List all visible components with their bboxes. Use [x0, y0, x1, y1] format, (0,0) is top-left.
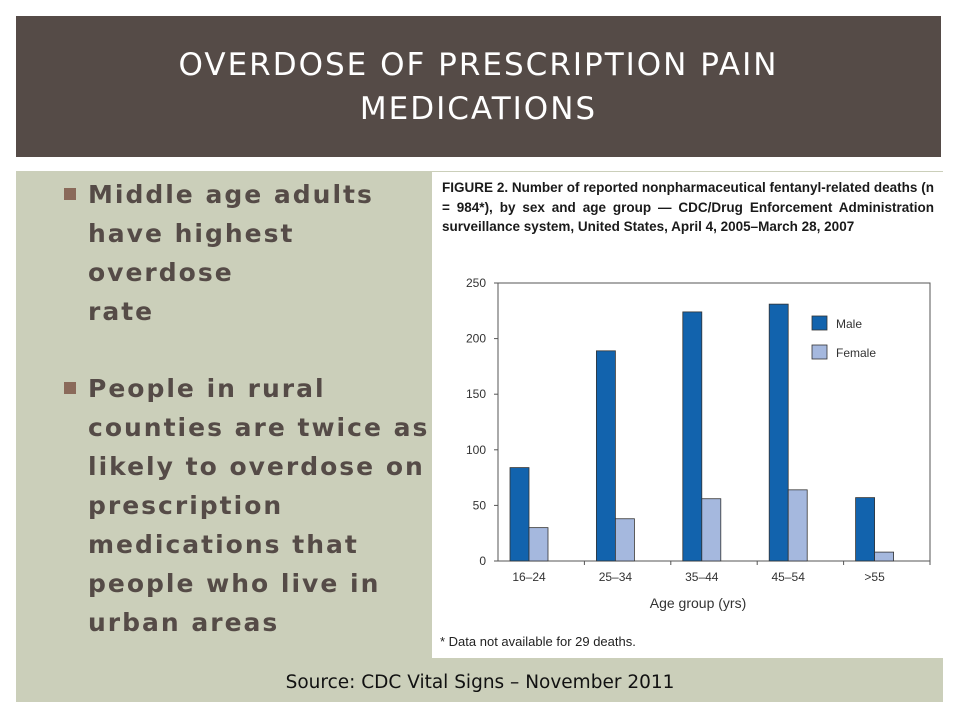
- bullet-item: Middle age adults have highest overdose …: [62, 175, 442, 331]
- bar-male: [855, 497, 876, 562]
- x-tick-label: >55: [864, 570, 885, 584]
- bullet-text: People in rural counties are twice as li…: [88, 374, 430, 637]
- bar-female: [874, 551, 895, 562]
- figure-footnote: * Data not available for 29 deaths.: [440, 634, 636, 649]
- title-bar: OVERDOSE OF PRESCRIPTION PAIN MEDICATION…: [16, 16, 941, 157]
- legend-swatch-female: [811, 344, 828, 360]
- x-tick-label: 35–44: [685, 570, 719, 584]
- slide-title: OVERDOSE OF PRESCRIPTION PAIN MEDICATION…: [178, 46, 779, 127]
- y-tick-label: 250: [466, 276, 486, 290]
- legend-label: Male: [836, 317, 862, 331]
- source-citation: Source: CDC Vital Signs – November 2011: [285, 672, 675, 693]
- bar-female: [787, 489, 808, 562]
- legend-swatch-male: [811, 315, 828, 331]
- bullet-text: Middle age adults have highest overdose …: [88, 180, 374, 326]
- bullet-item: People in rural counties are twice as li…: [62, 369, 442, 642]
- bar-male: [768, 303, 789, 562]
- x-tick-label: 16–24: [512, 570, 546, 584]
- x-tick-label: 25–34: [599, 570, 633, 584]
- bullet-list: Middle age adults have highest overdose …: [62, 175, 442, 680]
- bar-male: [509, 467, 530, 562]
- bullet-marker-icon: [64, 188, 76, 200]
- bar-female: [614, 518, 635, 562]
- y-tick-label: 0: [479, 554, 486, 568]
- bullet-marker-icon: [64, 382, 76, 394]
- legend-label: Female: [836, 346, 876, 360]
- y-tick-label: 200: [466, 332, 486, 346]
- x-tick-label: 45–54: [772, 570, 806, 584]
- y-tick-label: 100: [466, 443, 486, 457]
- bar-female: [528, 527, 549, 562]
- bar-female: [701, 498, 722, 562]
- figure-caption: FIGURE 2. Number of reported nonpharmace…: [442, 180, 934, 234]
- bar-male: [682, 311, 703, 562]
- y-tick-label: 50: [473, 498, 487, 512]
- x-axis-label: Age group (yrs): [650, 595, 746, 611]
- y-tick-label: 150: [466, 387, 486, 401]
- bar-male: [595, 350, 616, 562]
- bar-chart: 0 50 100 150 200 250 16–24 25–34 35–44 45–54 >55 Ag…: [466, 276, 931, 611]
